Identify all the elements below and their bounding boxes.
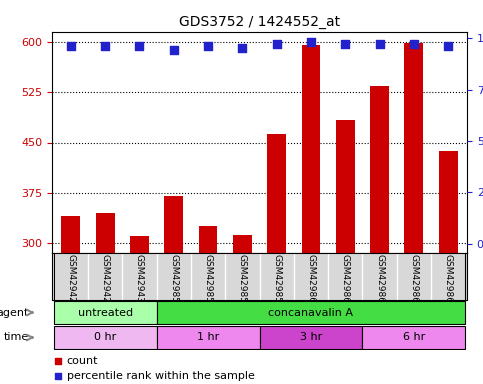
Point [273,41,281,47]
Text: 3 hr: 3 hr [300,333,322,343]
Text: GSM429863: GSM429863 [409,255,418,309]
Text: GSM429861: GSM429861 [375,255,384,309]
Text: 0 hr: 0 hr [94,333,116,343]
Text: GDS3752 / 1424552_at: GDS3752 / 1424552_at [179,15,340,29]
Text: GSM429862: GSM429862 [341,255,350,309]
Text: agent: agent [0,308,28,318]
Text: 1 hr: 1 hr [197,333,219,343]
Bar [439,151,457,253]
Bar [336,121,355,253]
Text: 6 hr: 6 hr [403,333,425,343]
Text: GSM429426: GSM429426 [66,255,75,309]
Bar [199,226,217,253]
Text: count: count [67,356,98,366]
FancyBboxPatch shape [54,326,156,349]
Text: GSM429860: GSM429860 [306,255,315,309]
Text: time: time [3,333,28,343]
Text: GSM429430: GSM429430 [135,255,144,309]
Point [55,358,62,364]
Text: untreated: untreated [78,308,133,318]
Bar [96,213,114,253]
Point [170,47,178,53]
Text: concanavalin A: concanavalin A [269,308,354,318]
FancyBboxPatch shape [156,301,465,324]
Text: GSM429856: GSM429856 [169,255,178,309]
Point [444,43,452,50]
Point [101,43,109,50]
Point [307,39,315,45]
Bar [404,43,423,253]
Point [136,43,143,50]
Text: GSM429859: GSM429859 [272,255,281,309]
FancyBboxPatch shape [156,326,259,349]
Bar [164,196,183,253]
Text: GSM429864: GSM429864 [444,255,453,309]
Text: GSM429857: GSM429857 [203,255,213,309]
Bar [130,236,149,253]
Text: GSM429428: GSM429428 [100,255,110,309]
FancyBboxPatch shape [259,326,362,349]
Bar [233,235,252,253]
FancyBboxPatch shape [362,326,465,349]
Point [376,41,384,47]
Text: percentile rank within the sample: percentile rank within the sample [67,371,255,381]
Text: GSM429858: GSM429858 [238,255,247,309]
Point [55,373,62,379]
Bar [301,45,320,253]
Bar [267,134,286,253]
Point [341,41,349,47]
Point [204,43,212,50]
Point [67,43,75,50]
Bar [370,86,389,253]
Bar [61,216,80,253]
FancyBboxPatch shape [54,301,156,324]
Point [239,45,246,51]
Point [410,41,418,47]
